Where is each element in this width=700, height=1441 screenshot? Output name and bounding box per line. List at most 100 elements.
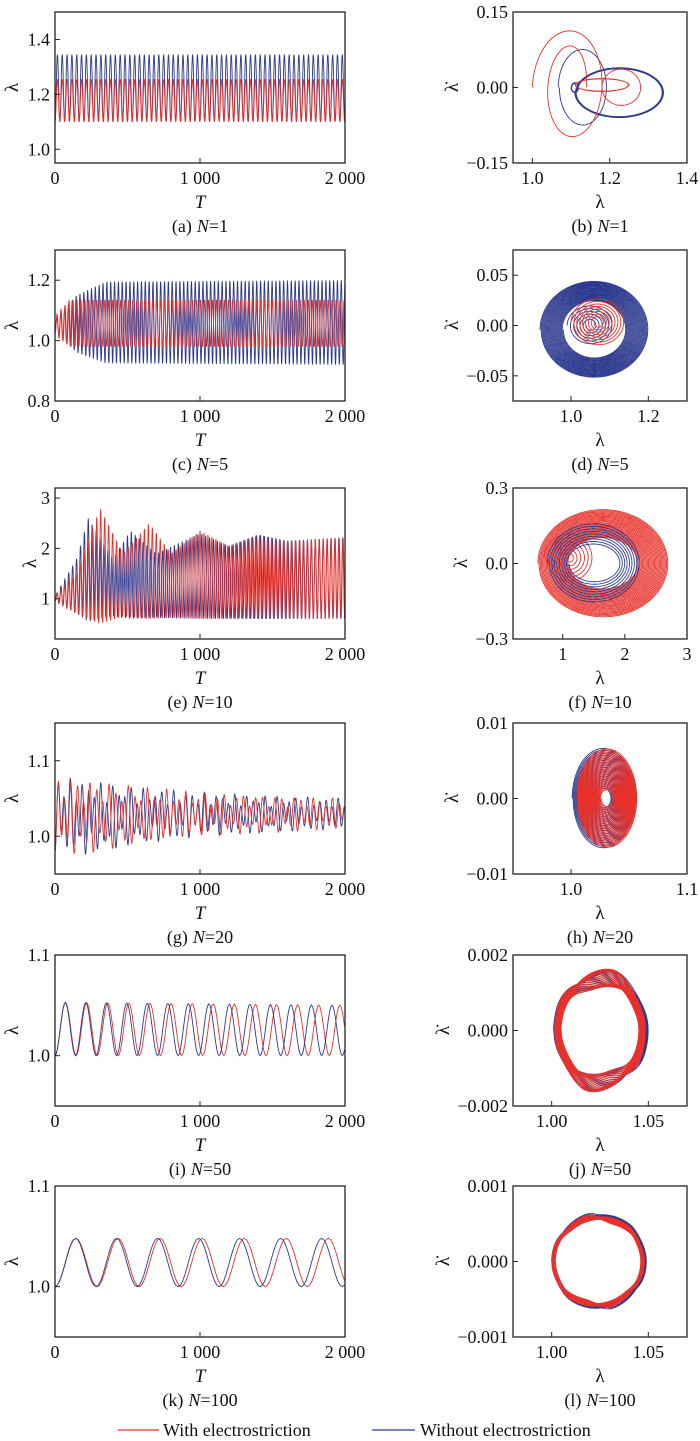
caption-variable: N xyxy=(196,216,210,236)
y-tick-label: 0.000 xyxy=(468,1252,509,1272)
series-with-electrostriction xyxy=(537,509,669,618)
caption-value: =20 xyxy=(205,927,233,947)
series-with-electrostriction xyxy=(55,299,345,347)
series-with-electrostriction xyxy=(531,30,603,138)
subplot-caption: (e) N=10 xyxy=(167,692,232,713)
y-tick-label: −0.002 xyxy=(457,1096,508,1116)
caption-tag: (i) xyxy=(169,1159,186,1180)
y-tick-label: 1.1 xyxy=(28,945,51,965)
plot-area xyxy=(571,747,638,849)
x-tick-label: 1 000 xyxy=(180,406,221,426)
plot-area xyxy=(55,509,345,624)
x-tick-label: 0 xyxy=(51,879,60,899)
caption-tag: (k) xyxy=(162,1390,183,1411)
series-with-electrostriction xyxy=(554,968,646,1093)
x-axis-label: T xyxy=(195,430,207,451)
x-tick-label: 2 000 xyxy=(325,406,366,426)
subplot-k: 0 1 000 2 000 1.0 1.1 Tλ (k) N=100 xyxy=(2,1176,365,1411)
x-tick-label: 1.05 xyxy=(633,1342,665,1362)
axes-frame xyxy=(54,722,346,875)
series-with-electrostriction xyxy=(601,68,642,106)
x-axis-label: λ xyxy=(595,430,605,451)
y-tick-label: 1.0 xyxy=(28,331,51,351)
y-axis-label: λ̇ xyxy=(433,1255,454,1266)
y-tick-label: 3 xyxy=(41,488,50,508)
y-tick-label: 1.0 xyxy=(28,139,51,159)
plot-area xyxy=(553,968,649,1093)
y-axis-label: λ̇ xyxy=(442,792,463,803)
series-with-electrostriction xyxy=(574,78,630,92)
caption-value: =10 xyxy=(204,692,232,712)
x-tick-label: 0 xyxy=(51,1111,60,1131)
caption-value: =5 xyxy=(609,454,628,474)
y-tick-label: 0.0 xyxy=(486,554,509,574)
subplot-caption: (a) N=1 xyxy=(172,216,228,237)
caption-value: =10 xyxy=(603,692,631,712)
subplot-d: 1.0 1.2 −0.05 0.00 0.05 λ λ̇ (d) N=5 xyxy=(442,249,688,475)
y-axis-label: λ̇ xyxy=(451,557,472,568)
y-tick-label: 1.4 xyxy=(28,29,51,49)
legend-label-without-electrostriction: Without electrostriction xyxy=(420,1420,591,1440)
caption-variable: N xyxy=(192,927,206,947)
x-tick-label: 1 000 xyxy=(180,879,221,899)
axes-frame xyxy=(54,1185,346,1338)
caption-variable: N xyxy=(590,1159,604,1179)
caption-value: =50 xyxy=(203,1159,231,1179)
subplot-l: 1.00 1.05 −0.001 0.000 0.001 λ λ̇ (l) N=100 xyxy=(433,1176,688,1411)
x-axis-label: T xyxy=(195,668,207,689)
x-tick-label: 2 000 xyxy=(325,1111,366,1131)
y-axis-label: λ xyxy=(2,320,23,330)
y-tick-label: 0.00 xyxy=(477,316,509,336)
y-tick-label: 1.1 xyxy=(28,751,51,771)
x-axis-label: λ xyxy=(595,668,605,689)
y-tick-label: 1.0 xyxy=(28,1277,51,1297)
caption-tag: (d) xyxy=(571,454,592,475)
subplot-a: 0 1 000 2 000 1.0 1.2 1.4 Tλ (a) N=1 xyxy=(2,11,366,237)
plot-area xyxy=(551,1213,647,1310)
x-tick-label: 1 000 xyxy=(180,1111,221,1131)
caption-tag: (g) xyxy=(167,927,188,948)
subplot-caption: (f) N=10 xyxy=(568,692,631,713)
series-without-electrostriction xyxy=(55,1001,345,1057)
x-axis-label: λ xyxy=(595,1366,605,1387)
x-axis-label: T xyxy=(195,903,207,924)
y-tick-label: 0.3 xyxy=(486,478,509,498)
caption-tag: (e) xyxy=(167,692,187,713)
x-tick-label: 1 000 xyxy=(180,644,221,664)
caption-variable: N xyxy=(596,454,610,474)
subplot-g: 0 1 000 2 000 1.0 1.1 Tλ (g) N=20 xyxy=(2,722,366,948)
caption-tag: (l) xyxy=(564,1390,581,1411)
plot-area xyxy=(55,777,345,855)
caption-tag: (h) xyxy=(567,927,588,948)
axes-frame xyxy=(512,249,688,402)
y-tick-label: 0.00 xyxy=(477,78,509,98)
x-tick-label: 1.1 xyxy=(676,879,699,899)
x-tick-label: 2 000 xyxy=(325,879,366,899)
x-tick-label: 1.00 xyxy=(536,1111,568,1131)
x-tick-label: 1 000 xyxy=(180,1342,221,1362)
subplot-e: 0 1 000 2 000 1 2 3 Tλ (e) N=10 xyxy=(20,487,365,713)
subplot-j: 1.00 1.05 −0.002 0.000 0.002 λ λ̇ (j) N=50 xyxy=(433,945,688,1180)
series-with-electrostriction xyxy=(55,79,345,122)
caption-value: =100 xyxy=(598,1390,635,1410)
subplot-caption: (h) N=20 xyxy=(567,927,633,948)
series-with-electrostriction xyxy=(551,1214,645,1308)
caption-tag: (b) xyxy=(571,216,592,237)
caption-value: =5 xyxy=(209,454,228,474)
x-tick-label: 1.0 xyxy=(521,168,544,188)
legend: With electrostriction Without electrostr… xyxy=(118,1420,591,1440)
x-tick-label: 1.00 xyxy=(536,1342,568,1362)
x-axis-label: T xyxy=(195,1135,207,1156)
subplot-b: 1.0 1.2 1.4 −0.15 0.00 0.15 λ λ̇ (b) N=1 xyxy=(442,2,698,237)
x-tick-label: 1.2 xyxy=(598,168,621,188)
x-tick-label: 3 xyxy=(683,644,692,664)
subplot-caption: (k) N=100 xyxy=(162,1390,237,1411)
y-axis-label: λ xyxy=(2,82,23,92)
series-without-electrostriction xyxy=(553,969,649,1092)
y-tick-label: −0.05 xyxy=(466,366,508,386)
x-tick-label: 0 xyxy=(51,1342,60,1362)
subplot-caption: (d) N=5 xyxy=(571,454,628,475)
x-tick-label: 2 000 xyxy=(325,168,366,188)
y-tick-label: 1.0 xyxy=(28,1046,51,1066)
